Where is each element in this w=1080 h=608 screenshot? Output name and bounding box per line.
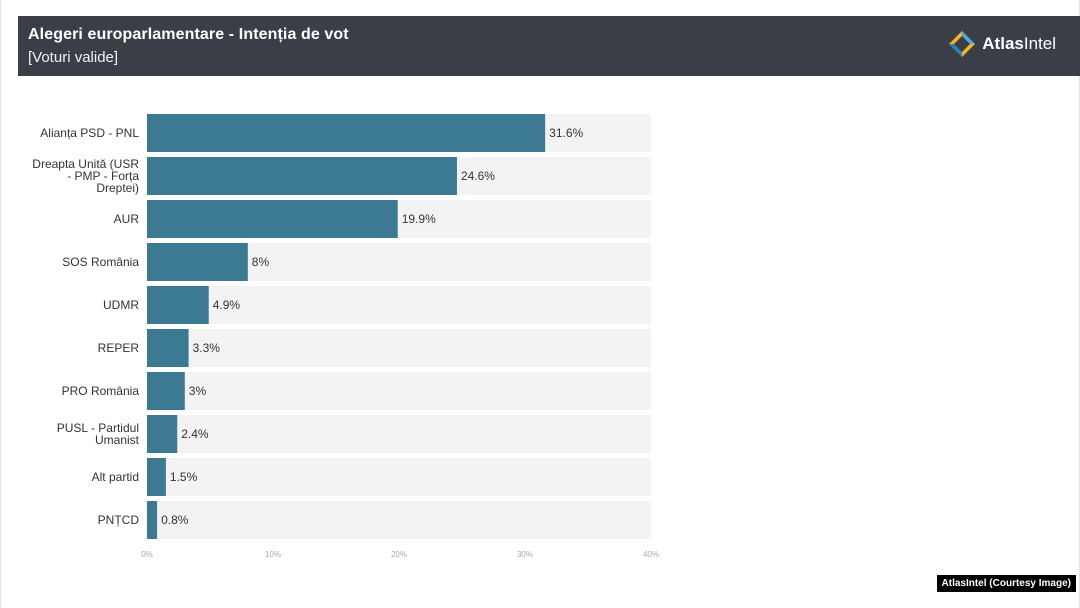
bar	[147, 501, 158, 539]
x-tick-label: 40%	[643, 550, 659, 559]
bar	[147, 415, 178, 453]
category-label: AUR	[114, 212, 140, 226]
bar-value-label: 3%	[189, 384, 207, 398]
bar-chart: 31.6% Alianța PSD - PNL 24.6% Dreapta Unită…	[32, 114, 659, 559]
category-label: - PMP - Forța	[67, 169, 139, 183]
category-label: SOS România	[62, 255, 139, 269]
bar-track	[147, 501, 651, 539]
atlasintel-logo-icon	[949, 31, 976, 57]
bar-value-label: 8%	[252, 255, 270, 269]
bar-value-label: 0.8%	[161, 513, 189, 527]
category-label: REPER	[98, 341, 140, 355]
bar	[147, 286, 209, 324]
chart-subtitle: [Voturi valide]	[28, 49, 119, 66]
bar-value-label: 31.6%	[549, 126, 583, 140]
category-label: PNȚCD	[98, 513, 140, 527]
x-tick-label: 30%	[517, 550, 533, 559]
bar	[147, 372, 185, 410]
x-tick-label: 20%	[391, 550, 407, 559]
bar	[147, 329, 189, 367]
bar-value-label: 19.9%	[402, 212, 436, 226]
category-label: Dreapta Unită (USR	[32, 157, 139, 171]
category-label: PUSL - Partidul	[57, 421, 139, 435]
atlasintel-logo-text: AtlasIntel	[982, 34, 1056, 53]
bar	[147, 200, 398, 238]
category-label: UDMR	[103, 298, 139, 312]
bar-value-label: 1.5%	[170, 470, 198, 484]
x-tick-label: 10%	[265, 550, 281, 559]
bar-track	[147, 372, 651, 410]
bar-track	[147, 329, 651, 367]
bar-track	[147, 286, 651, 324]
bar	[147, 458, 166, 496]
bar-track	[147, 415, 651, 453]
bar-value-label: 4.9%	[213, 298, 241, 312]
chart-header: Alegeri europarlamentare - Intenția de v…	[18, 16, 1080, 76]
category-label: Alt partid	[92, 470, 139, 484]
category-label: Alianța PSD - PNL	[40, 126, 139, 140]
x-tick-label: 0%	[141, 550, 153, 559]
category-label: Dreptei)	[96, 181, 139, 195]
bar-value-label: 3.3%	[193, 341, 221, 355]
bar-track	[147, 458, 651, 496]
category-label: PRO România	[62, 384, 140, 398]
bar	[147, 157, 457, 195]
atlasintel-logo: AtlasIntel	[948, 30, 1056, 58]
bar-value-label: 24.6%	[461, 169, 495, 183]
bar	[147, 114, 546, 152]
image-credit: AtlasIntel (Courtesy Image)	[936, 575, 1076, 592]
chart-title: Alegeri europarlamentare - Intenția de v…	[28, 26, 349, 43]
bar-value-label: 2.4%	[181, 427, 209, 441]
bar	[147, 243, 248, 281]
category-label: Umanist	[95, 433, 140, 447]
